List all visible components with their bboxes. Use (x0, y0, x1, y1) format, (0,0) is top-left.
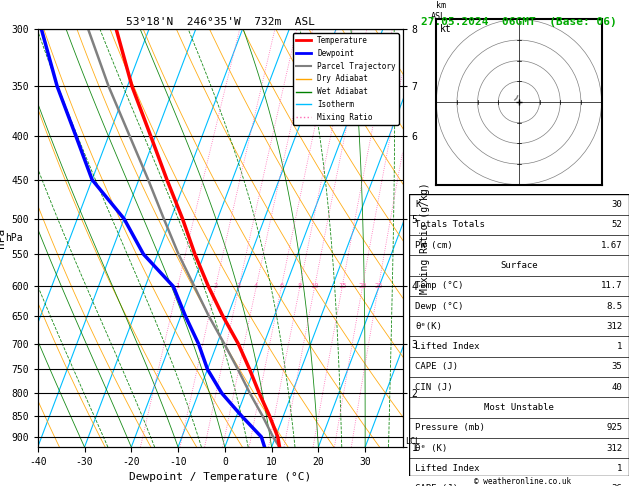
Text: Temp (°C): Temp (°C) (416, 281, 464, 290)
Text: 11.7: 11.7 (601, 281, 623, 290)
Text: 312: 312 (606, 322, 623, 331)
Text: CAPE (J): CAPE (J) (416, 363, 459, 371)
Text: θᵉ(K): θᵉ(K) (416, 322, 442, 331)
Text: CAPE (J): CAPE (J) (416, 484, 459, 486)
Text: 4: 4 (254, 283, 259, 290)
Y-axis label: hPa: hPa (0, 228, 6, 248)
Text: CIN (J): CIN (J) (416, 382, 453, 392)
Text: 925: 925 (606, 423, 623, 432)
Text: 25: 25 (374, 283, 383, 290)
Text: 6: 6 (279, 283, 284, 290)
Text: 8: 8 (298, 283, 302, 290)
Text: 36: 36 (611, 484, 623, 486)
Text: 312: 312 (606, 444, 623, 452)
Text: Surface: Surface (500, 261, 538, 270)
Y-axis label: Mixing Ratio (g/kg): Mixing Ratio (g/kg) (420, 182, 430, 294)
Text: 20: 20 (359, 283, 367, 290)
Text: 8.5: 8.5 (606, 301, 623, 311)
Text: 2: 2 (213, 283, 218, 290)
Text: 40: 40 (611, 382, 623, 392)
Text: 10: 10 (311, 283, 319, 290)
Text: 3: 3 (237, 283, 241, 290)
Text: 1: 1 (175, 283, 180, 290)
Text: km
ASL: km ASL (431, 1, 447, 21)
Text: Lifted Index: Lifted Index (416, 464, 480, 473)
Text: PW (cm): PW (cm) (416, 241, 453, 250)
Text: 35: 35 (611, 363, 623, 371)
Text: 1: 1 (617, 342, 623, 351)
X-axis label: Dewpoint / Temperature (°C): Dewpoint / Temperature (°C) (129, 472, 311, 483)
Text: LCL: LCL (405, 436, 420, 446)
Text: 30: 30 (611, 200, 623, 209)
Text: 1.67: 1.67 (601, 241, 623, 250)
Text: Lifted Index: Lifted Index (416, 342, 480, 351)
Text: 27.05.2024  06GMT  (Base: 06): 27.05.2024 06GMT (Base: 06) (421, 17, 617, 27)
Text: θᵉ (K): θᵉ (K) (416, 444, 448, 452)
Legend: Temperature, Dewpoint, Parcel Trajectory, Dry Adiabat, Wet Adiabat, Isotherm, Mi: Temperature, Dewpoint, Parcel Trajectory… (292, 33, 399, 125)
Text: hPa: hPa (5, 233, 23, 243)
Text: 52: 52 (611, 220, 623, 229)
Title: 53°18'N  246°35'W  732m  ASL: 53°18'N 246°35'W 732m ASL (126, 17, 314, 27)
Text: Most Unstable: Most Unstable (484, 403, 554, 412)
Text: kt: kt (440, 24, 452, 35)
Text: Pressure (mb): Pressure (mb) (416, 423, 486, 432)
Text: Totals Totals: Totals Totals (416, 220, 486, 229)
Text: Dewp (°C): Dewp (°C) (416, 301, 464, 311)
Text: 1: 1 (617, 464, 623, 473)
Text: K: K (416, 200, 421, 209)
Text: 15: 15 (338, 283, 347, 290)
Text: © weatheronline.co.uk: © weatheronline.co.uk (474, 477, 571, 486)
